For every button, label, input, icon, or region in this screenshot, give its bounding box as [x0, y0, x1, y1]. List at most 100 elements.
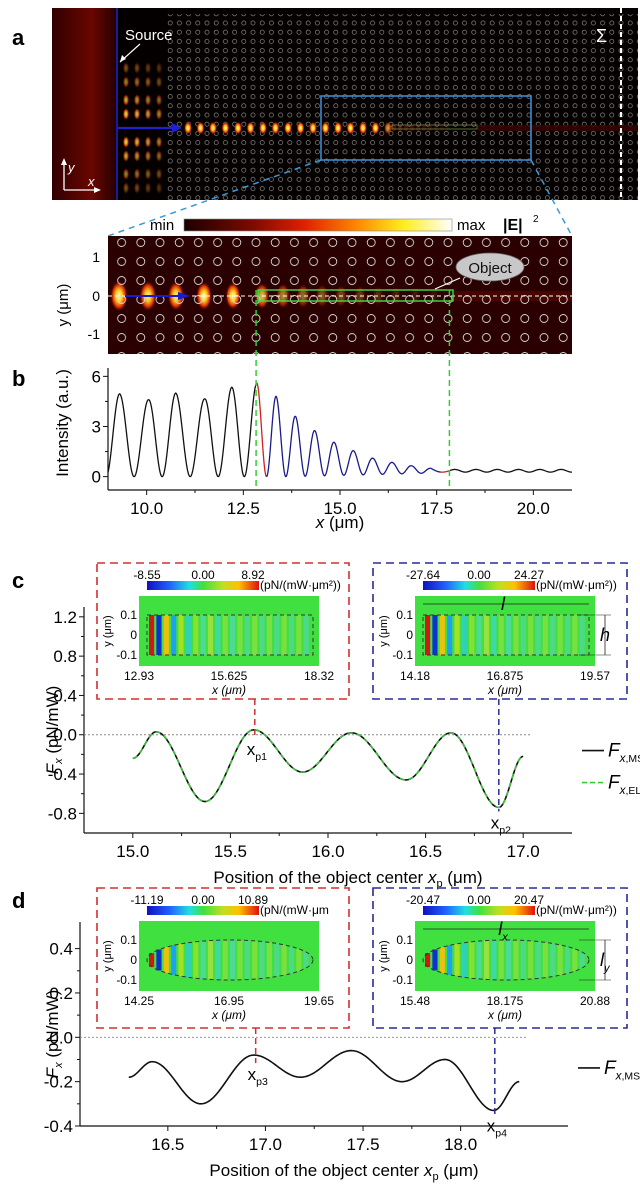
inset-xp4-ytick: 0	[406, 953, 413, 967]
inset-xp1-cbar-max: 8.92	[241, 568, 265, 582]
inset-xp3-stripe	[178, 943, 184, 977]
inset-xp4-cbar-mid: 0.00	[467, 893, 491, 907]
inset-xp2-cbar-max: 24.27	[514, 568, 544, 582]
marker-label-xp2: xp2	[491, 813, 511, 836]
inset-xp1-stripe	[215, 615, 221, 655]
beam-spot	[209, 121, 217, 135]
legend-entry: Fx,MST	[604, 1058, 640, 1083]
axes-indicator: y x	[61, 158, 101, 193]
zoom-connector-left	[107, 159, 322, 237]
beam-spot-faint	[415, 125, 421, 131]
inset-xp4-height-label-main: l	[600, 950, 605, 970]
y-axis-label-var: F	[43, 1066, 62, 1078]
source-fringe	[122, 94, 130, 106]
inset-xp3-stripe	[193, 941, 199, 979]
inset-xp3-xtick: 16.95	[214, 994, 244, 1008]
inset-xp3-xtick: 14.25	[124, 994, 154, 1008]
inset-xp1-ytick: 0.1	[120, 608, 137, 622]
inset-xp2-height-label-main: h	[600, 625, 610, 645]
inset-xp3-ytick: 0.1	[120, 933, 137, 947]
inset-xp4-stripe	[454, 943, 460, 977]
inset-xp1-xtick: 15.625	[211, 669, 248, 683]
legend-entry: Fx,EL	[608, 773, 640, 798]
beam-spot	[296, 121, 305, 135]
beam-spot	[271, 121, 280, 135]
inset-xp3-stripe	[222, 940, 228, 980]
inset-xp3-stripe	[230, 940, 236, 980]
inset-xp1-stripe	[222, 615, 228, 655]
source-fringe	[144, 136, 152, 148]
x-tick-label: 15.0	[116, 842, 149, 861]
marker-label-xp3-sub: p3	[256, 1076, 268, 1088]
beam-spot	[246, 121, 255, 135]
inset-xp1-ytick: -0.1	[116, 648, 137, 662]
inset-xp1-stripe	[288, 615, 295, 655]
beam-spot	[196, 121, 205, 135]
inset-xp3-cbar-min: -11.19	[130, 893, 163, 907]
beam-spot	[184, 121, 192, 135]
legend-entry-sub2: ,MST	[622, 1072, 640, 1083]
zoom-ytick: 0	[92, 288, 100, 304]
inset-xp1-stripe	[193, 615, 199, 655]
legend-entry-main: F	[608, 741, 621, 762]
inset-xp3-stripe	[259, 941, 265, 979]
inset-xp4-cbar-min: -20.47	[406, 893, 440, 907]
inset-xp3-stripe	[171, 945, 177, 975]
inset-xp2-stripe	[483, 615, 490, 655]
y-tick-label: 0.8	[53, 647, 77, 666]
inset-xp2-cbar-unit: (pN/(mW·μm²))	[536, 578, 617, 592]
y-tick-label: -0.4	[44, 1117, 73, 1136]
source-pointer-head	[120, 55, 126, 62]
x-axis-label-sub: p	[436, 878, 442, 890]
inset-xp3-colorbar	[147, 906, 259, 915]
inset-xp1-cbar-mid: 0.00	[191, 568, 215, 582]
y-tick-label: 0.4	[53, 686, 77, 705]
panel-label-b: b	[12, 366, 25, 391]
inset-xp4-stripe	[557, 944, 563, 976]
beam-spot-faint	[439, 125, 445, 131]
source-fringe	[122, 108, 130, 120]
inset-xp3-force-stripes	[149, 940, 309, 980]
inset-xp2-stripe	[542, 615, 548, 655]
y-tick-label: 0.2	[49, 984, 73, 1003]
inset-xp4-stripe	[447, 945, 453, 975]
y-tick-label: -0.2	[44, 1073, 73, 1092]
inset-xp4-stripe	[461, 942, 467, 978]
legend-entry-sub: x	[615, 1070, 623, 1083]
y-tick-label: 0	[92, 468, 101, 487]
axis-y-label: y	[67, 160, 76, 175]
beam-spot-faint	[445, 125, 451, 131]
inset-xp1-stripe	[237, 615, 243, 655]
inset-xp1-stripe	[163, 615, 169, 655]
source-fringe	[144, 108, 152, 120]
inset-xp1-stripe	[185, 615, 191, 655]
source-fringe	[155, 76, 163, 88]
x-axis-label-var: x	[315, 513, 325, 532]
x-axis-label: x (μm)	[315, 513, 365, 532]
y-axis-label: Intensity (a.u.)	[53, 369, 72, 477]
x-tick-label: 17.5	[346, 1135, 379, 1154]
inset-xp1-stripe	[296, 615, 302, 655]
source-fringe	[133, 150, 141, 162]
beam-spot-faint	[397, 125, 403, 131]
source-fringe	[133, 108, 141, 120]
inset-xp1-ytick: 0	[130, 628, 137, 642]
inset-xp3-ytick: 0	[130, 953, 137, 967]
inset-xp3-stripe	[163, 947, 169, 973]
x-axis-label-var: x	[427, 868, 437, 887]
y-axis-label: Fx (pN/mW)	[43, 686, 65, 775]
inset-xp2-stripe	[454, 615, 460, 655]
inset-xp1-stripe	[156, 615, 162, 655]
inset-xp3-ytick: -0.1	[116, 973, 137, 987]
inset-xp1-stripe	[178, 615, 184, 655]
source-label: Source	[125, 27, 173, 44]
marker-label-xp1: xp1	[247, 740, 267, 763]
chart-d: 16.5 17.0 17.5 18.0 0.4 0.2 0.0 -0.2 -0.4 Positio…	[43, 887, 640, 1183]
x-axis-label: Position of the object center xp (μm)	[213, 868, 482, 890]
inset-xp4-stripe	[498, 940, 504, 980]
inset-xp1-stripe	[207, 615, 214, 655]
inset-xp4-length-label: lx	[498, 919, 508, 943]
object-bubble	[455, 252, 525, 282]
x-axis-label-text: Position of the object center	[209, 1161, 424, 1180]
inset-xp2-stripe	[469, 615, 475, 655]
